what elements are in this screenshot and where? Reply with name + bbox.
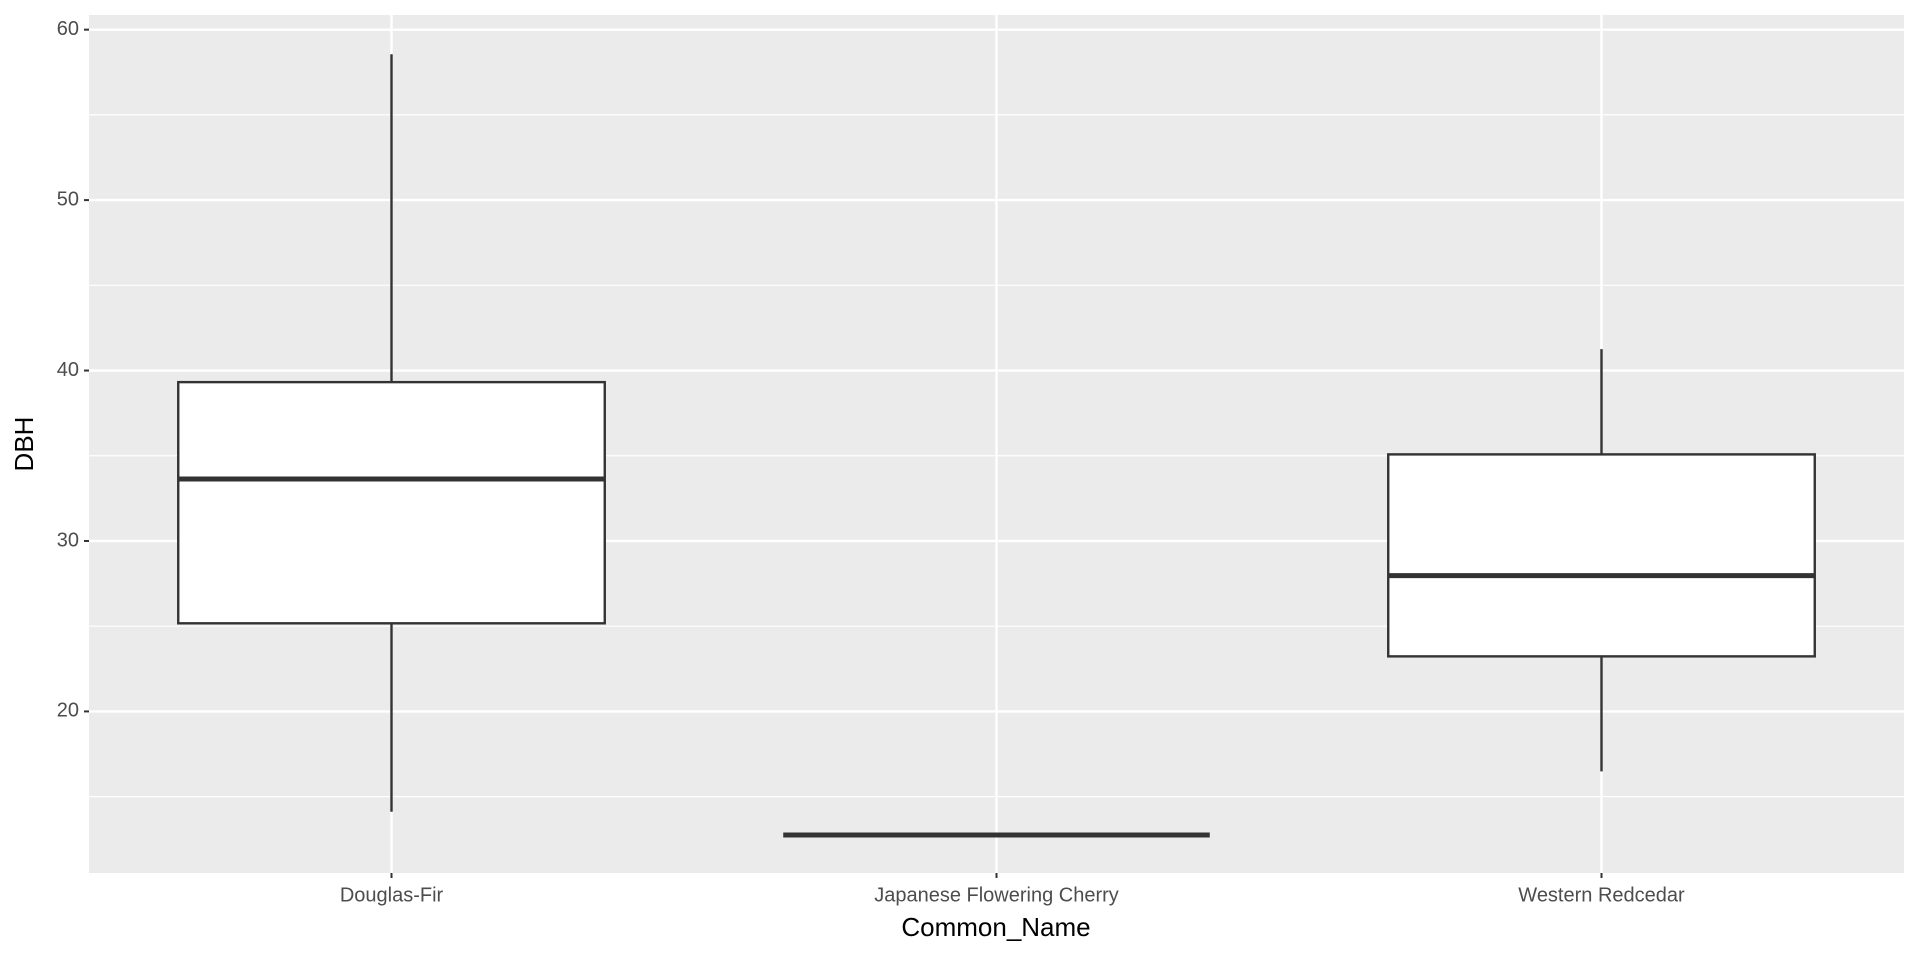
y-axis-title: DBH bbox=[9, 417, 39, 472]
y-tick-label: 30 bbox=[57, 529, 79, 551]
y-tick-label: 50 bbox=[57, 188, 79, 210]
x-tick-label: Western Redcedar bbox=[1518, 884, 1685, 906]
x-axis-title: Common_Name bbox=[901, 912, 1090, 942]
x-tick-label: Japanese Flowering Cherry bbox=[874, 884, 1119, 906]
x-tick-label: Douglas-Fir bbox=[340, 884, 444, 906]
y-tick-label: 40 bbox=[57, 359, 79, 381]
box bbox=[1387, 453, 1816, 658]
marks bbox=[177, 54, 1816, 838]
y-tick-label: 60 bbox=[57, 18, 79, 40]
y-tick-label: 20 bbox=[57, 700, 79, 722]
box bbox=[177, 380, 606, 625]
